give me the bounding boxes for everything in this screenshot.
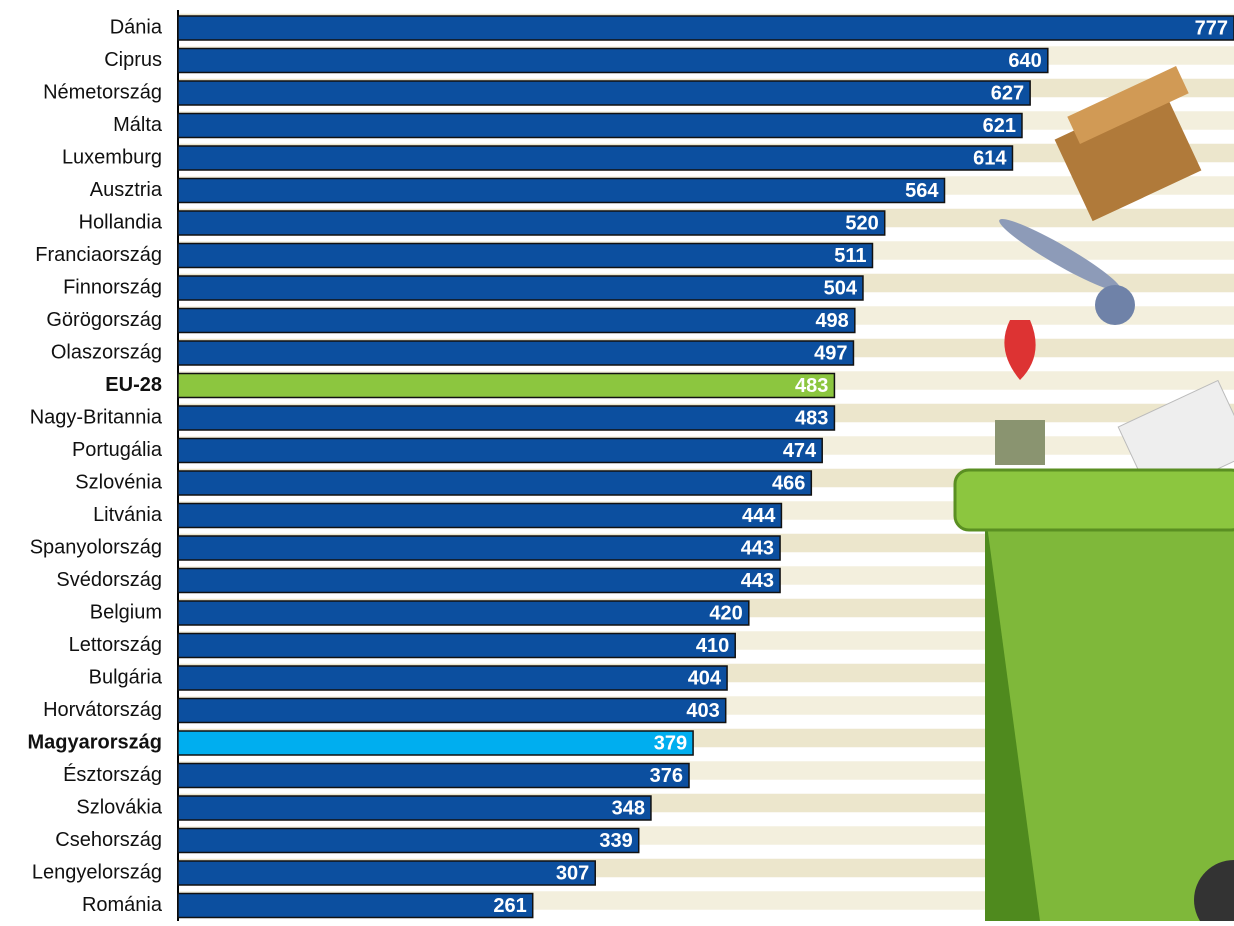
category-label: Magyarország [28, 731, 163, 753]
value-label: 443 [741, 537, 774, 559]
bar [178, 894, 533, 918]
category-label: Franciaország [35, 244, 162, 266]
category-label: Csehország [55, 829, 162, 851]
category-label: Szlovákia [76, 796, 162, 818]
value-label: 444 [742, 505, 776, 527]
bar [178, 666, 727, 690]
bar [178, 439, 822, 463]
category-label: EU-28 [105, 374, 162, 396]
category-label: Belgium [90, 601, 162, 623]
category-label: Észtország [63, 763, 162, 786]
bar [178, 601, 749, 625]
bar [178, 49, 1048, 73]
value-label: 420 [709, 602, 742, 624]
category-label: Szlovénia [75, 471, 163, 493]
bar [178, 634, 735, 658]
value-label: 497 [814, 342, 847, 364]
category-label: Lengyelország [32, 861, 162, 883]
value-label: 379 [654, 732, 687, 754]
bar [178, 309, 855, 333]
bar [178, 861, 595, 885]
bar [178, 764, 689, 788]
bar [178, 211, 885, 235]
bar [178, 471, 811, 495]
category-label: Dánia [110, 16, 163, 38]
category-label: Málta [113, 114, 163, 136]
category-label: Svédország [56, 569, 162, 591]
bar [178, 374, 834, 398]
value-label: 483 [795, 407, 828, 429]
bar [178, 276, 863, 300]
value-label: 339 [599, 830, 632, 852]
value-label: 404 [688, 667, 722, 689]
value-label: 614 [973, 147, 1007, 169]
value-label: 511 [834, 245, 866, 267]
value-label: 483 [795, 375, 828, 397]
value-label: 443 [741, 570, 774, 592]
bar [178, 504, 781, 528]
value-label: 403 [686, 700, 719, 722]
value-label: 621 [983, 115, 1016, 137]
bar [178, 179, 945, 203]
category-label: Lettország [69, 634, 162, 656]
bar [178, 114, 1022, 138]
category-label: Hollandia [79, 211, 163, 233]
value-label: 777 [1195, 17, 1228, 39]
value-label: 261 [493, 895, 526, 917]
bar [178, 406, 834, 430]
bar [178, 796, 651, 820]
bar [178, 341, 853, 365]
bar [178, 244, 872, 268]
bar [178, 536, 780, 560]
value-label: 348 [612, 797, 645, 819]
value-label: 376 [650, 765, 683, 787]
category-label: Olaszország [51, 341, 162, 363]
category-label: Portugália [72, 439, 163, 461]
value-label: 627 [991, 82, 1024, 104]
category-label: Nagy-Britannia [30, 406, 163, 428]
value-label: 410 [696, 635, 729, 657]
value-label: 640 [1008, 50, 1041, 72]
category-label: Luxemburg [62, 146, 162, 168]
category-label: Finnország [63, 276, 162, 298]
category-label: Spanyolország [30, 536, 162, 558]
bar [178, 569, 780, 593]
category-label: Románia [82, 894, 163, 916]
category-label: Litvánia [93, 504, 163, 526]
bar [178, 731, 693, 755]
category-label: Ausztria [90, 179, 163, 201]
chart: Dánia 777 Ciprus 640 Németország 627 Málta 621 L… [0, 0, 1234, 921]
value-label: 498 [815, 310, 848, 332]
bar [178, 829, 639, 853]
category-label: Németország [43, 81, 162, 103]
value-label: 564 [905, 180, 939, 202]
category-label: Görögország [46, 309, 162, 331]
category-label: Ciprus [104, 49, 162, 71]
value-label: 474 [783, 440, 817, 462]
category-label: Horvátország [43, 699, 162, 721]
value-label: 504 [824, 277, 858, 299]
value-label: 307 [556, 862, 589, 884]
value-label: 466 [772, 472, 805, 494]
bar [178, 146, 1012, 170]
category-label: Bulgária [89, 666, 163, 688]
bar [178, 16, 1234, 40]
bar [178, 81, 1030, 105]
bar [178, 699, 726, 723]
value-label: 520 [845, 212, 878, 234]
